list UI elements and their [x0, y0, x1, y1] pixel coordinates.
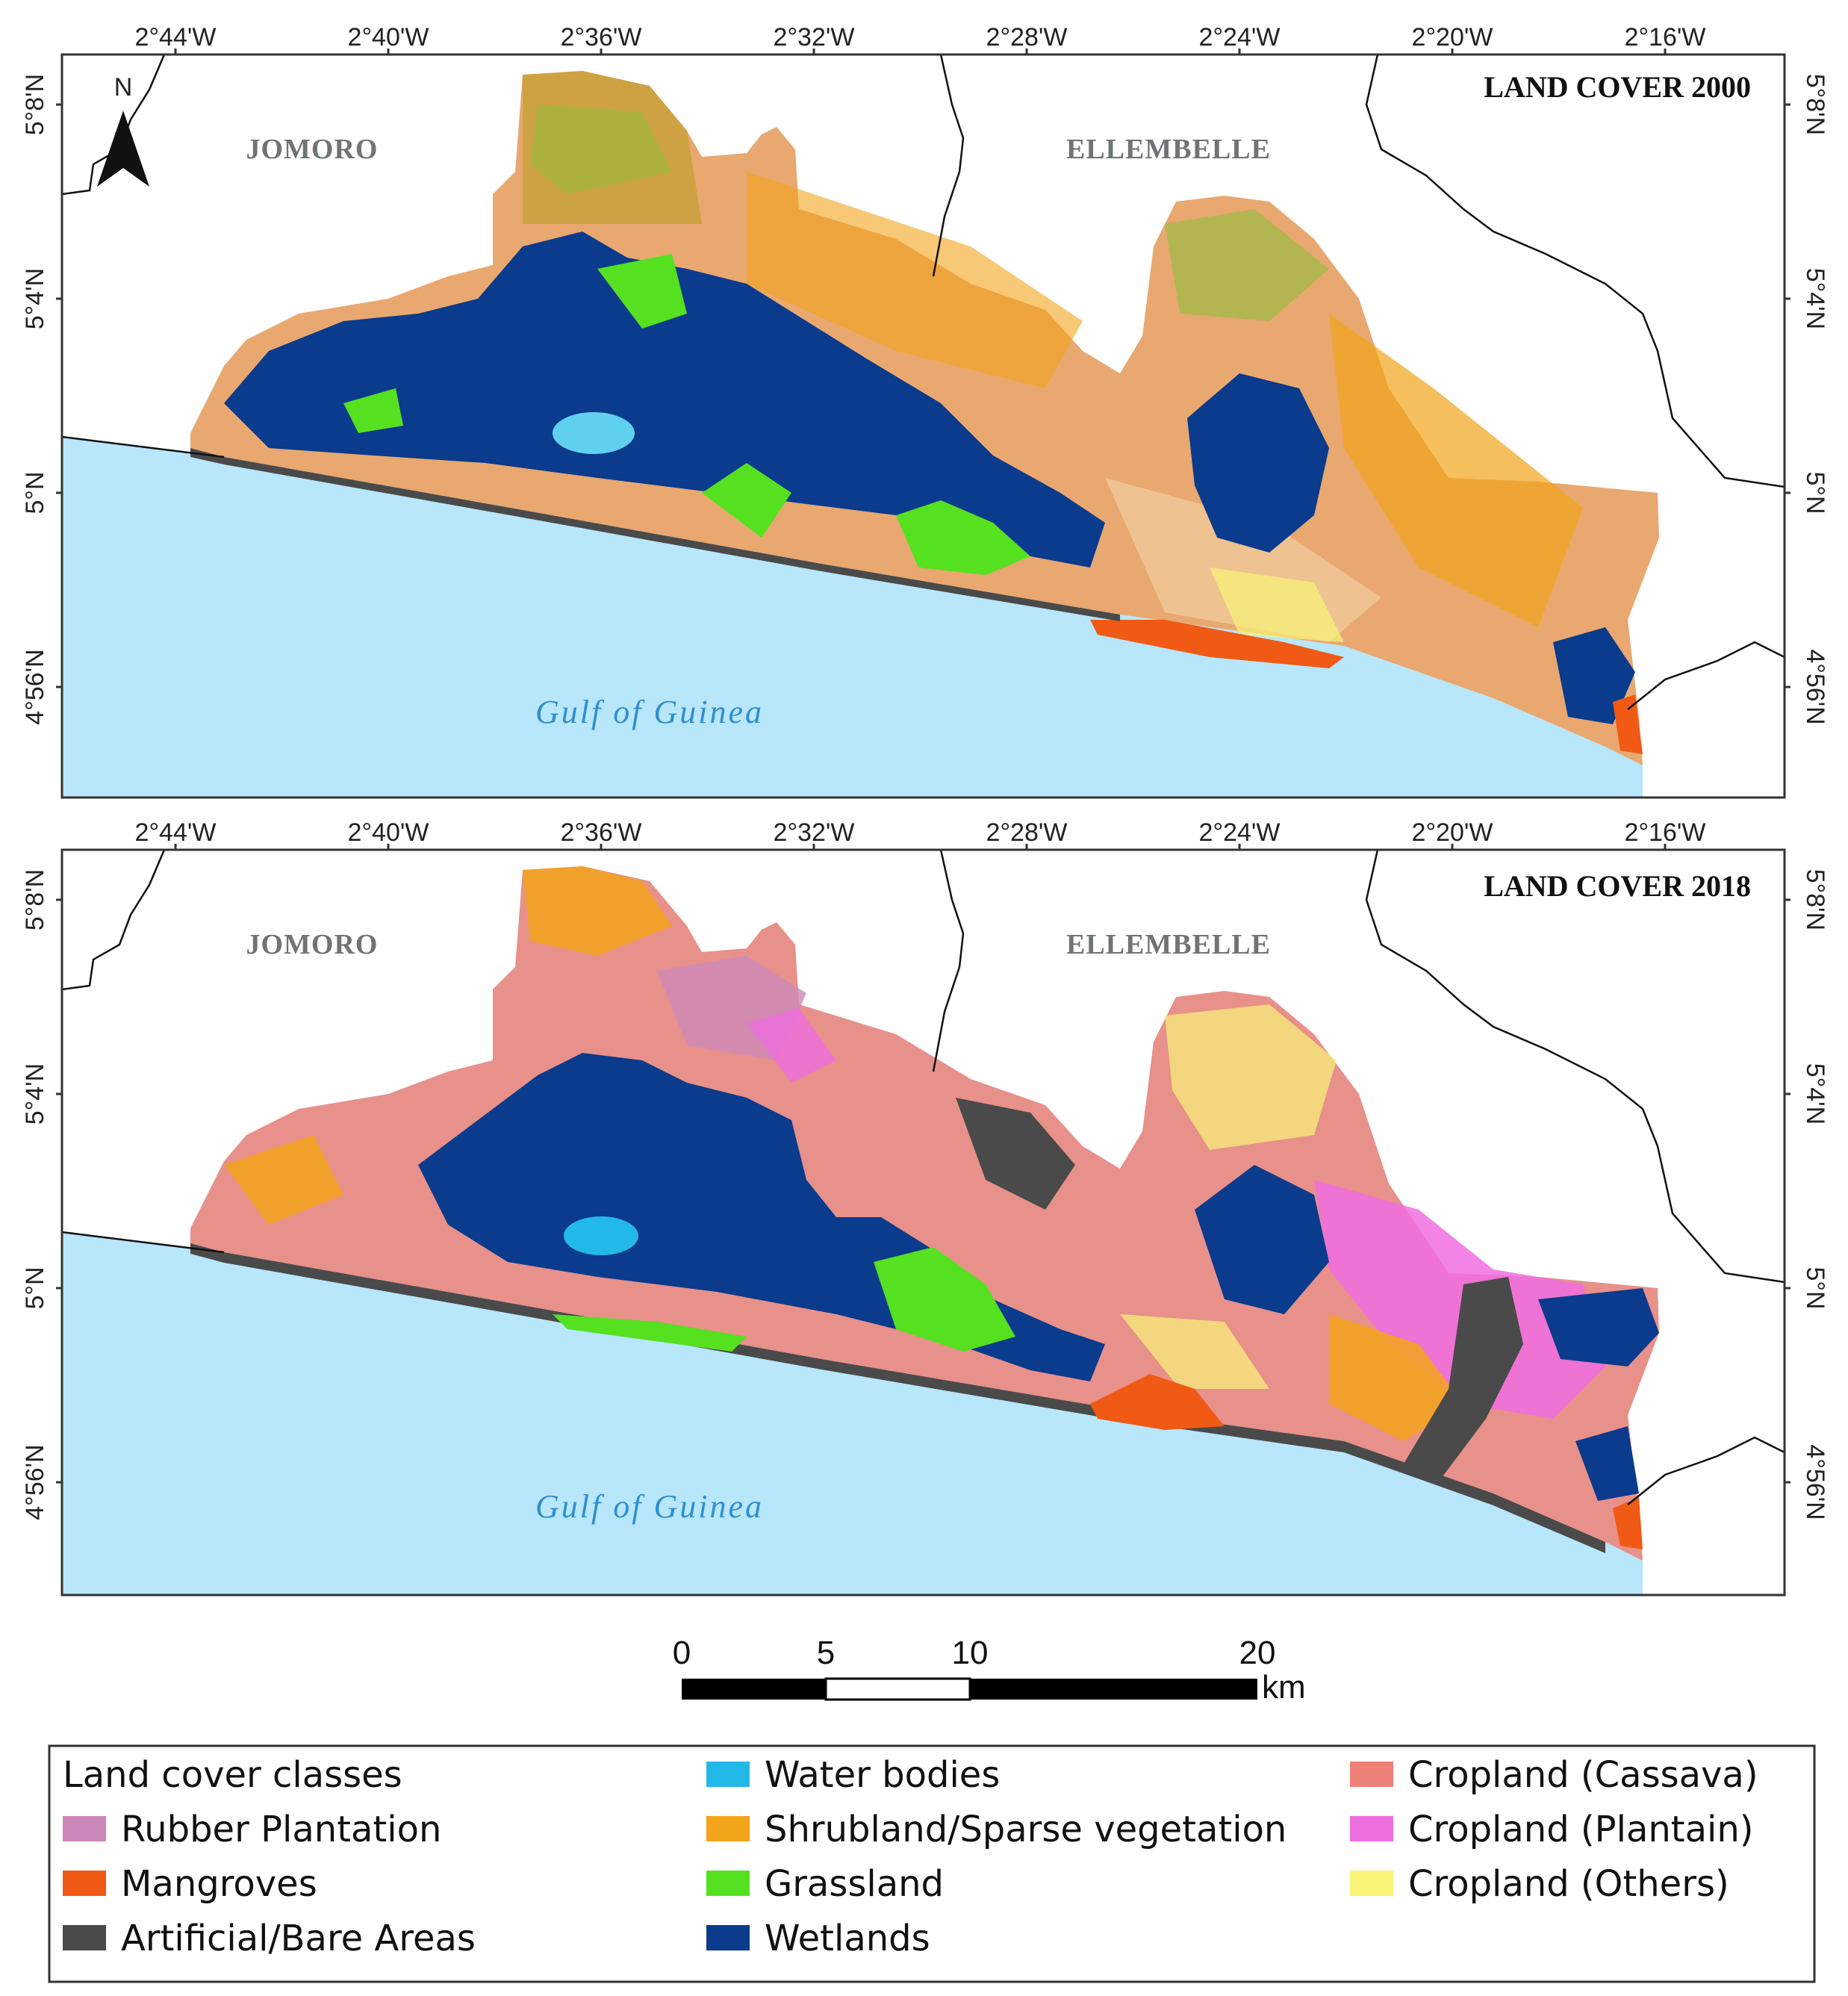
grassland-patch: [896, 500, 1030, 575]
coastline: [62, 1231, 225, 1254]
legend-swatch: [1350, 1816, 1393, 1841]
legend-item: Water bodies: [706, 1754, 1000, 1796]
graticule-tick-label: 4°56'N: [1801, 649, 1829, 724]
legend-title: Land cover classes: [63, 1754, 402, 1796]
graticule-labels: 2°44'W 2°40'W 2°36'W 2°32'W 2°28'W 2°24'W 2°20…: [21, 23, 1829, 1520]
legend-item: Mangroves: [63, 1863, 317, 1905]
sea-label: Gulf of Guinea: [535, 1488, 764, 1525]
graticule-tick-label: 4°56'N: [21, 1444, 49, 1520]
graticule-tick-label: 4°56'N: [21, 649, 49, 724]
graticule-tick-label: 2°28'W: [986, 23, 1068, 52]
scale-tick: 5: [817, 1635, 835, 1671]
graticule-tick-label: 5°4'N: [21, 1063, 49, 1125]
legend-item: Rubber Plantation: [63, 1809, 441, 1850]
legend-label: Mangroves: [121, 1863, 317, 1905]
mangrove-strip: [1090, 1374, 1225, 1430]
grassland-patch: [874, 1247, 1015, 1352]
legend-label: Grassland: [765, 1863, 944, 1905]
legend-frame: [48, 1744, 1816, 1983]
graticule-tick-label: 2°36'W: [561, 818, 642, 847]
coastline: [62, 435, 225, 458]
graticule-tick-label: 2°44'W: [135, 23, 217, 52]
graticule-tick-label: 5°N: [21, 1266, 49, 1309]
graticule-tick-label: 5°N: [21, 471, 49, 514]
lake: [553, 412, 635, 454]
legend-label: Cropland (Others): [1408, 1863, 1729, 1905]
graticule-tick-label: 2°24'W: [1199, 818, 1281, 847]
legend-label: Wetlands: [765, 1918, 930, 1959]
legend-item: Cropland (Cassava): [1350, 1754, 1758, 1796]
legend-label: Rubber Plantation: [121, 1809, 441, 1850]
legend-item: Cropland (Others): [1350, 1863, 1729, 1905]
graticule-tick-label: 5°N: [1801, 471, 1829, 514]
legend-swatch: [706, 1762, 750, 1787]
legend-swatch: [706, 1871, 750, 1896]
graticule-tick-label: 5°8'N: [1801, 869, 1829, 930]
legend-swatch: [1350, 1762, 1393, 1787]
graticule-tick-label: 5°8'N: [1801, 74, 1829, 135]
graticule-tick-label: 5°4'N: [1801, 268, 1829, 329]
legend-label: Shrubland/Sparse vegetation: [765, 1809, 1287, 1850]
lake: [564, 1216, 638, 1255]
graticule-tick-label: 2°40'W: [348, 818, 429, 847]
district-label-ellembelle: ELLEMBELLE: [1066, 929, 1271, 960]
legend-swatch: [63, 1925, 106, 1950]
graticule-tick-label: 5°4'N: [21, 268, 49, 329]
graticule-tick-label: 2°28'W: [986, 818, 1068, 847]
svg-text:N: N: [114, 73, 133, 102]
sea-label: Gulf of Guinea: [535, 694, 764, 730]
legend-swatch: [63, 1816, 106, 1841]
sea-area: [62, 1232, 1643, 1595]
graticule-tick-label: 5°4'N: [1801, 1063, 1829, 1125]
map-title: LAND COVER 2018: [1484, 869, 1751, 903]
wetlands-patch: [224, 231, 1105, 568]
graticule-tick-label: 2°36'W: [561, 23, 642, 52]
legend-label: Cropland (Plantain): [1408, 1809, 1754, 1850]
graticule-tick-label: 2°40'W: [348, 23, 429, 52]
legend-label: Cropland (Cassava): [1408, 1754, 1758, 1796]
graticule-tick-label: 5°8'N: [21, 74, 49, 135]
legend-item: Shrubland/Sparse vegetation: [706, 1809, 1287, 1850]
legend-swatch: [63, 1871, 106, 1896]
scale-tick: 0: [673, 1635, 691, 1671]
district-boundary: [62, 850, 1785, 1505]
north-arrow-icon: N: [97, 73, 149, 187]
scale-bar: 0 5 10 20 km: [673, 1635, 1306, 1706]
mangrove-strip: [1090, 620, 1344, 668]
legend-item: Grassland: [706, 1863, 944, 1905]
scale-tick: 20: [1239, 1635, 1276, 1671]
graticule-tick-label: 2°16'W: [1625, 818, 1706, 847]
map-panel-2018: LAND COVER 2018 JOMORO ELLEMBELLE Gulf o…: [60, 848, 1786, 1597]
legend-item: Cropland (Plantain): [1350, 1809, 1754, 1850]
legend-swatch: [706, 1925, 750, 1950]
graticule-tick-label: 2°20'W: [1412, 818, 1493, 847]
district-label-jomoro: JOMORO: [246, 929, 379, 960]
legend-label: Artificial/Bare Areas: [121, 1918, 476, 1959]
graticule-tick-label: 2°32'W: [774, 818, 855, 847]
legend-item: Wetlands: [706, 1918, 930, 1959]
graticule-tick-label: 2°44'W: [135, 818, 217, 847]
scale-unit: km: [1262, 1669, 1306, 1706]
graticule-tick-label: 5°N: [1801, 1266, 1829, 1309]
map-panel-2000: LAND COVER 2000 JOMORO ELLEMBELLE Gulf o…: [60, 53, 1786, 799]
legend-item: Artificial/Bare Areas: [63, 1918, 476, 1959]
graticule-tick-label: 2°20'W: [1412, 23, 1493, 52]
district-label-jomoro: JOMORO: [246, 134, 379, 165]
sea-area: [62, 437, 1643, 798]
graticule-tick-label: 4°56'N: [1801, 1444, 1829, 1520]
legend: Land cover classes Rubber Plantation Mang…: [48, 1744, 1816, 1983]
scale-tick: 10: [952, 1635, 989, 1671]
legend-label: Water bodies: [765, 1754, 1000, 1796]
graticule-tick-label: 2°16'W: [1625, 23, 1706, 52]
map-title: LAND COVER 2000: [1484, 70, 1751, 104]
graticule-tick-label: 5°8'N: [21, 869, 49, 930]
graticule-tick-label: 2°24'W: [1199, 23, 1281, 52]
graticule-tick-label: 2°32'W: [774, 23, 855, 52]
legend-swatch: [706, 1816, 750, 1841]
district-label-ellembelle: ELLEMBELLE: [1066, 134, 1271, 165]
legend-swatch: [1350, 1871, 1393, 1896]
